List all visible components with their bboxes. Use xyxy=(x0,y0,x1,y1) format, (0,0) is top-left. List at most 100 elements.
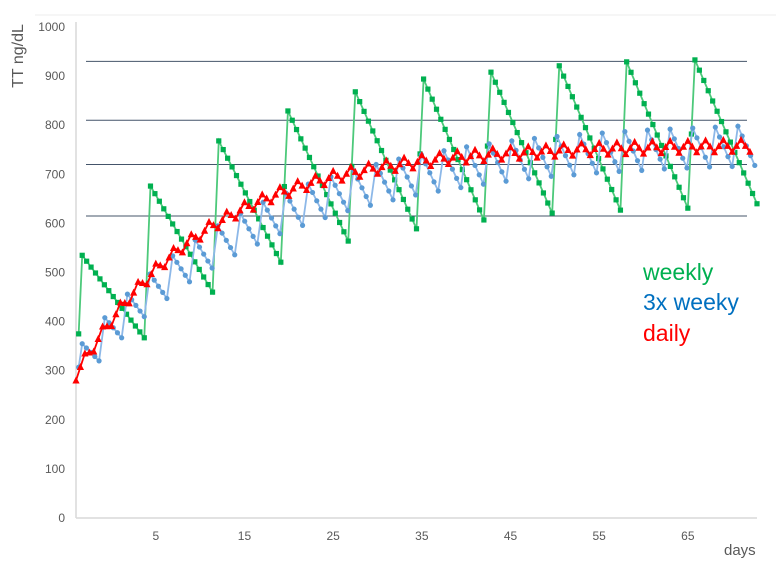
data-point-daily xyxy=(524,142,532,150)
data-point-3x-weekly xyxy=(373,161,379,168)
data-point-daily xyxy=(209,221,218,229)
data-point-daily xyxy=(134,277,142,285)
data-point-daily xyxy=(719,135,727,143)
data-point-weekly xyxy=(492,79,498,85)
y-tick-labels: 0 100 200 300 400 500 600 700 800 900 1000 xyxy=(38,20,65,525)
data-point-weekly xyxy=(361,108,367,114)
data-point-3x-weekly xyxy=(667,126,673,132)
data-point-weekly xyxy=(132,323,139,329)
data-point-daily xyxy=(404,159,413,167)
data-point-weekly xyxy=(705,88,711,94)
data-point-weekly xyxy=(488,69,494,75)
data-point-weekly xyxy=(119,305,125,311)
data-point-weekly xyxy=(201,274,207,280)
x-tick-label: 15 xyxy=(238,529,252,543)
data-point-daily xyxy=(174,246,182,254)
data-point-daily xyxy=(263,194,271,202)
data-point-weekly xyxy=(374,138,380,144)
data-point-daily xyxy=(475,151,484,159)
data-point-daily xyxy=(666,136,674,144)
data-point-daily xyxy=(183,239,191,247)
data-point-daily xyxy=(626,144,634,152)
data-point-daily xyxy=(728,147,736,155)
data-point-weekly xyxy=(582,125,589,131)
data-point-daily xyxy=(302,186,311,194)
data-point-weekly xyxy=(302,145,308,151)
data-point-daily xyxy=(449,153,457,161)
data-point-daily xyxy=(400,153,408,161)
data-point-daily xyxy=(196,235,204,243)
data-point-weekly xyxy=(76,331,82,337)
data-point-3x-weekly xyxy=(133,302,139,308)
data-point-daily xyxy=(94,335,102,343)
data-point-daily xyxy=(276,183,284,191)
data-point-3x-weekly xyxy=(291,206,297,212)
y-tick-label: 300 xyxy=(45,364,65,378)
data-point-daily xyxy=(675,148,683,156)
y-tick-label: 600 xyxy=(45,216,65,230)
data-point-3x-weekly xyxy=(124,291,131,297)
data-point-3x-weekly xyxy=(634,158,641,164)
data-point-weekly xyxy=(727,139,733,145)
y-tick-label: 500 xyxy=(45,266,65,280)
data-point-daily xyxy=(622,150,630,158)
data-point-weekly xyxy=(405,206,411,212)
data-point-daily xyxy=(458,152,466,160)
data-point-daily xyxy=(604,150,612,158)
data-point-weekly xyxy=(396,187,402,193)
data-point-3x-weekly xyxy=(612,159,618,165)
y-tick-label: 0 xyxy=(58,511,65,525)
x-tick-label: 65 xyxy=(681,529,695,543)
data-point-daily xyxy=(529,147,537,155)
data-point-daily xyxy=(546,146,554,154)
legend-weekly: weekly xyxy=(642,259,714,285)
data-point-weekly xyxy=(510,119,516,126)
data-point-weekly xyxy=(370,128,376,134)
data-point-weekly xyxy=(400,196,406,203)
data-point-3x-weekly xyxy=(476,172,482,178)
data-point-3x-weekly xyxy=(589,160,595,166)
y-tick-label: 200 xyxy=(45,413,65,427)
data-point-3x-weekly xyxy=(79,341,85,347)
data-point-weekly xyxy=(256,216,262,222)
data-point-weekly xyxy=(209,289,216,295)
data-point-daily xyxy=(329,166,337,174)
data-point-weekly xyxy=(540,190,547,196)
data-point-3x-weekly xyxy=(540,154,546,160)
data-point-daily xyxy=(143,280,151,288)
data-point-3x-weekly xyxy=(205,258,211,264)
data-point-weekly xyxy=(514,129,520,136)
data-point-3x-weekly xyxy=(752,162,758,169)
data-point-weekly xyxy=(667,163,673,169)
data-point-daily xyxy=(156,261,164,269)
data-point-3x-weekly xyxy=(684,165,690,171)
data-point-weekly xyxy=(459,167,465,173)
data-point-weekly xyxy=(156,198,162,204)
data-point-daily xyxy=(639,149,648,157)
data-point-daily xyxy=(684,136,692,144)
data-point-daily xyxy=(285,191,293,199)
data-point-daily xyxy=(107,322,116,330)
data-point-weekly xyxy=(137,329,143,335)
data-point-3x-weekly xyxy=(702,154,708,160)
data-point-3x-weekly xyxy=(92,353,98,360)
data-point-weekly xyxy=(311,164,317,170)
data-point-weekly xyxy=(613,197,619,203)
data-point-daily xyxy=(418,151,426,159)
data-point-daily xyxy=(520,148,528,156)
data-point-weekly xyxy=(696,67,702,73)
data-point-3x-weekly xyxy=(404,174,410,180)
data-point-weekly xyxy=(152,191,158,197)
data-point-3x-weekly xyxy=(531,135,538,142)
data-point-daily xyxy=(715,142,723,150)
data-point-3x-weekly xyxy=(486,141,492,147)
data-point-weekly xyxy=(97,276,103,282)
data-point-daily xyxy=(498,155,506,163)
y-tick-label: 700 xyxy=(45,167,65,181)
data-point-daily xyxy=(138,279,147,287)
data-point-weekly xyxy=(123,311,130,317)
data-point-weekly xyxy=(392,177,398,183)
data-point-daily xyxy=(165,253,173,261)
data-point-daily xyxy=(409,164,417,172)
data-point-weekly xyxy=(420,76,427,82)
